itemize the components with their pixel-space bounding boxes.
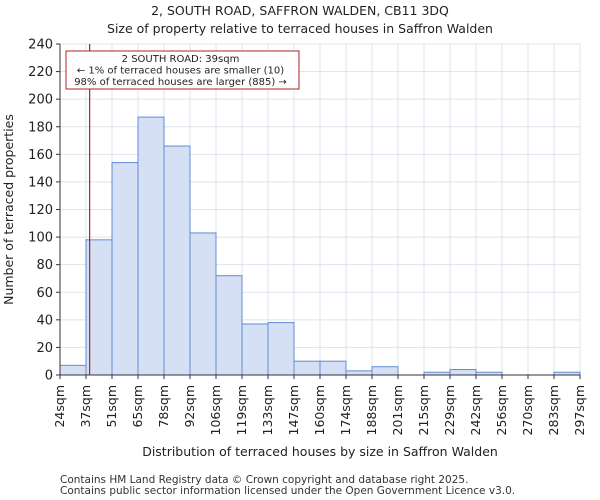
y-tick-label: 20 [36,341,53,356]
footer-copyright: Contains HM Land Registry data © Crown c… [60,474,469,486]
x-tick-label: 174sqm [338,385,353,435]
histogram-bar [241,323,269,376]
y-tick-label: 240 [28,38,53,53]
histogram-bar [59,364,87,376]
x-tick-label: 256sqm [494,385,509,435]
x-tick-label: 283sqm [546,385,561,435]
y-tick-label: 0 [45,369,53,384]
x-tick-label: 215sqm [416,385,431,435]
chart-title: 2, SOUTH ROAD, SAFFRON WALDEN, CB11 3DQ [151,3,449,18]
x-tick-label: 242sqm [468,385,483,435]
x-tick-label: 201sqm [390,385,405,435]
footer-licence: Contains public sector information licen… [60,485,516,497]
histogram-bar [111,162,139,376]
histogram-bar [215,275,243,376]
x-tick-label: 160sqm [312,385,327,435]
histogram-bar [319,360,347,376]
y-tick-label: 80 [36,258,53,273]
x-tick-label: 147sqm [286,385,301,435]
y-tick-label: 140 [28,175,53,190]
x-tick-label: 92sqm [182,385,197,428]
x-tick-label: 51sqm [104,385,119,428]
annotation-line: 98% of terraced houses are larger (885) … [74,77,287,88]
histogram-bar [163,145,191,376]
y-tick-label: 120 [28,203,53,218]
y-tick-label: 220 [28,65,53,80]
x-tick-label: 24sqm [52,385,67,428]
histogram-chart: 0 20 40 60 80 100 120 140 160 180 200 220 240 24sqm 37… [1,38,587,460]
y-tick-label: 100 [28,231,53,246]
x-axis-title: Distribution of terraced houses by size … [142,444,498,459]
x-tick-label: 106sqm [208,385,223,435]
annotation-box [65,50,300,90]
x-tick-label: 188sqm [364,385,379,435]
x-tick-label: 297sqm [572,385,587,435]
histogram-bar [137,116,165,376]
y-tick-label: 200 [28,93,53,108]
x-tick-label: 37sqm [78,385,93,428]
x-tick-label: 78sqm [156,385,171,428]
y-tick-label: 40 [36,313,53,328]
y-tick-label: 60 [36,286,53,301]
histogram-bar [371,366,399,376]
x-tick-label: 229sqm [442,385,457,435]
y-axis-title: Number of terraced properties [1,114,16,305]
histogram-bar [293,360,321,376]
histogram-bar [267,322,295,376]
annotation-line: ← 1% of terraced houses are smaller (10) [77,66,284,77]
y-tick-label: 180 [28,120,53,135]
x-tick-label: 65sqm [130,385,145,428]
histogram-bar [189,232,217,376]
x-tick-label: 133sqm [260,385,275,435]
x-tick-label: 270sqm [520,385,535,435]
x-tick-label: 119sqm [234,385,249,435]
histogram-bar [345,370,373,376]
chart-subtitle: Size of property relative to terraced ho… [107,21,493,36]
y-tick-label: 160 [28,148,53,163]
histogram-bar [449,368,477,376]
annotation-line: 2 SOUTH ROAD: 39sqm [122,54,240,65]
